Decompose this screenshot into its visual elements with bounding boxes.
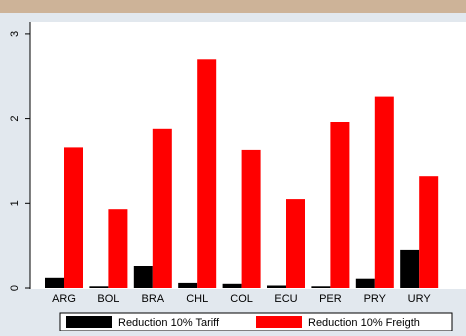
bar-tariff-per: [311, 286, 331, 288]
x-tick-label-ecu: ECU: [274, 293, 297, 305]
bar-tariff-arg: [45, 277, 64, 288]
x-tick-label-ury: URY: [408, 293, 432, 305]
bar-freigth-arg: [64, 147, 83, 288]
x-tick-label-chl: CHL: [186, 293, 208, 305]
y-tick-label-3: 3: [9, 31, 21, 37]
x-tick-label-arg: ARG: [52, 293, 76, 305]
bar-freigth-ury: [419, 176, 439, 288]
bar-freigth-per: [330, 122, 350, 288]
x-tick-label-bra: BRA: [141, 293, 164, 305]
bar-freigth-pry: [374, 96, 394, 288]
bar-tariff-ury: [400, 249, 420, 288]
x-tick-label-per: PER: [319, 293, 342, 305]
bar-tariff-ecu: [267, 285, 286, 288]
legend-label-freigth: Reduction 10% Freigth: [308, 317, 420, 329]
bar-freigth-ecu: [286, 199, 305, 288]
title-band: [0, 0, 466, 13]
bar-freigth-chl: [197, 59, 217, 288]
legend-label-tariff: Reduction 10% Tariff: [118, 317, 220, 329]
bar-freigth-col: [241, 149, 261, 288]
bar-tariff-col: [222, 283, 242, 288]
y-tick-label-1: 1: [9, 200, 21, 206]
bar-freigth-bol: [108, 209, 128, 288]
bar-tariff-chl: [178, 282, 198, 288]
x-tick-label-bol: BOL: [97, 293, 119, 305]
y-tick-label-2: 2: [9, 116, 21, 122]
legend-swatch-freigth: [256, 316, 302, 328]
bar-tariff-pry: [355, 278, 375, 288]
bar-tariff-bol: [89, 286, 109, 288]
bars-layer: [45, 59, 439, 288]
x-tick-label-col: COL: [230, 293, 253, 305]
bar-freigth-bra: [152, 128, 172, 288]
axes-layer: ARG BOL BRA CHL COL ECU PER PRY URY 0 1 2 3: [9, 22, 431, 305]
legend: Reduction 10% Tariff Reduction 10% Freig…: [59, 312, 453, 332]
bar-tariff-bra: [133, 266, 153, 288]
x-tick-label-pry: PRY: [364, 293, 387, 305]
y-tick-label-0: 0: [9, 285, 21, 291]
legend-swatch-tariff: [66, 316, 112, 328]
